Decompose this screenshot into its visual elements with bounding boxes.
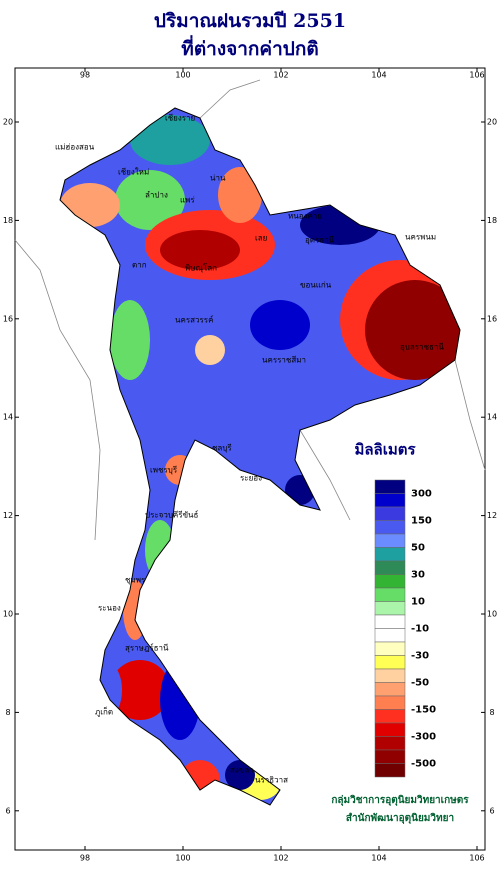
- province-label: ชุมพร: [125, 576, 146, 585]
- legend-label: -300: [411, 732, 436, 743]
- lat-tick-label: 14: [3, 413, 13, 422]
- legend-label: 10: [411, 597, 425, 608]
- province-label: นราธิวาส: [255, 776, 288, 785]
- province-label: นครราชสีมา: [262, 356, 306, 365]
- province-label: หนองคาย: [288, 212, 322, 221]
- lat-tick-label: 8: [489, 708, 494, 717]
- legend-label: 150: [411, 516, 432, 527]
- legend-swatch: [374, 601, 406, 616]
- legend-swatch: [374, 668, 406, 683]
- province-label: เพชรบุรี: [150, 466, 178, 475]
- province-label: อุดรธานี: [305, 236, 335, 245]
- legend-title: มิลลิเมตร: [354, 441, 416, 459]
- lat-tick-label: 16: [3, 314, 13, 323]
- province-label: น่าน: [210, 174, 226, 183]
- neighbour-borders: [14, 79, 486, 541]
- province-label: แพร่: [180, 196, 195, 205]
- lat-tick-label: 10: [3, 610, 13, 619]
- legend-swatch: [374, 682, 406, 697]
- province-label: ชลบุรี: [212, 444, 232, 453]
- lat-tick-label: 8: [5, 708, 10, 717]
- legend-label: -10: [411, 624, 429, 635]
- province-label: ระนอง: [98, 604, 121, 613]
- legend-swatch: [374, 736, 406, 751]
- lat-tick-label: 20: [487, 118, 497, 127]
- province-label: ลำปาง: [145, 191, 168, 200]
- legend-swatch: [374, 763, 406, 778]
- legend-swatch: [374, 479, 406, 494]
- province-label: ภูเก็ต: [95, 707, 113, 718]
- province-label: เชียงใหม่: [118, 168, 149, 177]
- lat-tick-label: 6: [489, 806, 494, 815]
- legend-swatch: [374, 560, 406, 575]
- lat-tick-label: 12: [487, 511, 497, 520]
- lon-tick-label: 98: [80, 854, 90, 863]
- province-label: นครสวรรค์: [175, 315, 213, 325]
- lon-tick-label: 106: [469, 71, 484, 80]
- credit: กลุ่มวิชาการอุตุนิยมวิทยาเกษตร: [331, 794, 469, 806]
- lon-tick-label: 104: [371, 854, 386, 863]
- legend-swatch: [374, 533, 406, 548]
- legend-swatch: [374, 722, 406, 737]
- province-label: เลย: [255, 234, 267, 243]
- province-label: ขอนแก่น: [300, 281, 332, 290]
- lon-tick-label: 98: [80, 71, 90, 80]
- legend-swatch: [374, 641, 406, 656]
- province-label: ตาก: [132, 261, 147, 270]
- legend-swatch: [374, 749, 406, 764]
- lon-tick-label: 102: [273, 71, 288, 80]
- lat-tick-label: 18: [3, 216, 13, 225]
- lat-tick-label: 18: [487, 216, 497, 225]
- legend-swatch: [374, 695, 406, 710]
- lat-tick-label: 20: [3, 118, 13, 127]
- lat-tick-label: 6: [5, 806, 10, 815]
- legend-label: -30: [411, 651, 429, 662]
- legend-label: 30: [411, 570, 425, 581]
- legend-swatch: [374, 614, 406, 629]
- title: ปริมาณฝนรวมปี 2551: [154, 10, 346, 32]
- lon-tick-label: 100: [175, 71, 190, 80]
- province-label: นครพนม: [405, 233, 436, 242]
- lat-tick-label: 12: [3, 511, 13, 520]
- credit: สำนักพัฒนาอุตุนิยมวิทยา: [346, 812, 454, 824]
- legend-swatch: [374, 547, 406, 562]
- legend-swatch: [374, 709, 406, 724]
- map-frame: [14, 67, 486, 851]
- lon-tick-label: 100: [175, 854, 190, 863]
- province-label: พิษณุโลก: [185, 263, 217, 273]
- province-label: ระยอง: [240, 474, 262, 483]
- province-label: สุราษฎร์ธานี: [125, 643, 169, 653]
- title: ที่ต่างจากค่าปกติ: [181, 35, 318, 60]
- lat-tick-label: 10: [487, 610, 497, 619]
- province-label: สงขลา: [230, 766, 254, 775]
- lat-tick-label: 14: [487, 413, 497, 422]
- legend-swatch: [374, 655, 406, 670]
- province-label: อุบลราชธานี: [400, 343, 444, 352]
- province-label: เชียงราย: [165, 114, 195, 123]
- legend-label: 300: [411, 489, 432, 500]
- legend-swatch: [374, 574, 406, 589]
- legend-swatch: [374, 587, 406, 602]
- legend-swatch: [374, 493, 406, 508]
- province-label: ประจวบคีรีขันธ์: [145, 510, 199, 520]
- legend-label: -150: [411, 705, 436, 716]
- rainfall-field: [60, 108, 460, 805]
- province-labels: เชียงราย แม่ฮ่องสอน เชียงใหม่ ลำปาง น่าน…: [55, 114, 444, 785]
- legend-swatch: [374, 520, 406, 535]
- lon-tick-label: 104: [371, 71, 386, 80]
- province-label: แม่ฮ่องสอน: [55, 143, 95, 152]
- lon-tick-label: 106: [469, 854, 484, 863]
- legend-label: -50: [411, 678, 429, 689]
- legend-swatch: [374, 506, 406, 521]
- legend-label: 50: [411, 543, 425, 554]
- lon-tick-label: 102: [273, 854, 288, 863]
- lat-tick-label: 16: [487, 314, 497, 323]
- legend-label: -500: [411, 759, 436, 770]
- legend-swatch: [374, 628, 406, 643]
